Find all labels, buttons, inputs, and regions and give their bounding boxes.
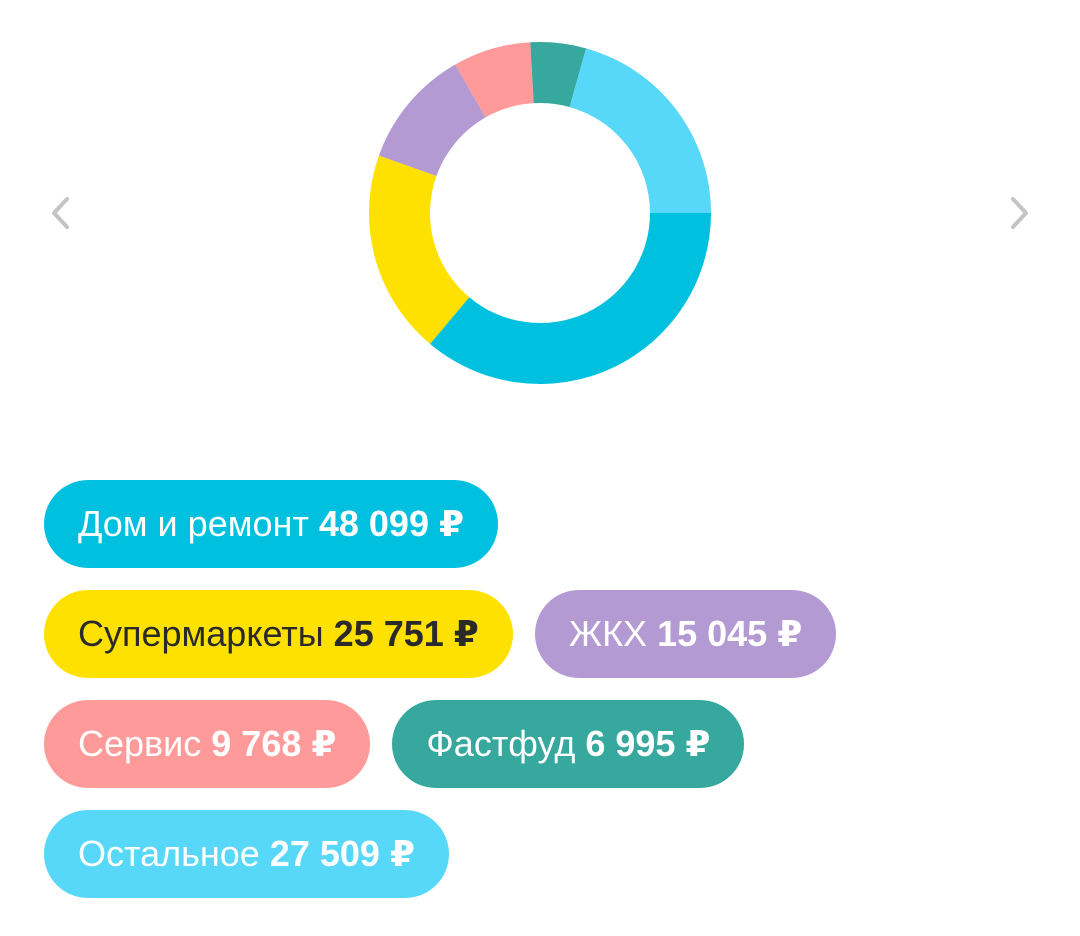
- chip-label: ЖКХ: [568, 613, 648, 654]
- legend-chip-home-repair[interactable]: Дом и ремонт 48 099 ₽: [44, 480, 499, 568]
- slice-home-repair[interactable]: [430, 213, 711, 384]
- chevron-right-icon[interactable]: [1004, 195, 1034, 231]
- slice-fastfood[interactable]: [530, 42, 587, 108]
- chip-amount: 15 045 ₽: [657, 613, 803, 654]
- chip-label: Сервис: [78, 723, 202, 764]
- legend-chip-service[interactable]: Сервис 9 768 ₽: [44, 700, 371, 788]
- legend-row: Дом и ремонт 48 099 ₽: [44, 480, 1044, 568]
- slice-utilities[interactable]: [378, 64, 486, 177]
- legend-chips: Дом и ремонт 48 099 ₽ Супермаркеты 25 75…: [44, 480, 1044, 920]
- slice-other[interactable]: [569, 48, 711, 214]
- chip-amount: 6 995 ₽: [585, 723, 711, 764]
- chevron-left-icon[interactable]: [46, 195, 76, 231]
- legend-chip-other[interactable]: Остальное 27 509 ₽: [44, 810, 449, 898]
- legend-chip-fastfood[interactable]: Фастфуд 6 995 ₽: [392, 700, 745, 788]
- chip-amount: 48 099 ₽: [318, 503, 465, 544]
- chip-label: Остальное: [78, 833, 260, 874]
- chip-amount: 25 751 ₽: [333, 613, 479, 654]
- slice-service[interactable]: [455, 42, 534, 118]
- chip-label: Фастфуд: [426, 723, 576, 764]
- donut-chart: [369, 42, 711, 384]
- legend-row: Остальное 27 509 ₽: [44, 810, 1044, 898]
- chip-label: Супермаркеты: [78, 613, 324, 654]
- chip-label: Дом и ремонт: [78, 503, 309, 544]
- legend-chip-utilities[interactable]: ЖКХ 15 045 ₽: [534, 590, 837, 678]
- chip-amount: 9 768 ₽: [211, 723, 337, 764]
- legend-row: Супермаркеты 25 751 ₽ ЖКХ 15 045 ₽: [44, 590, 1044, 678]
- legend-row: Сервис 9 768 ₽ Фастфуд 6 995 ₽: [44, 700, 1044, 788]
- slice-supermarkets[interactable]: [369, 155, 470, 344]
- chip-amount: 27 509 ₽: [269, 833, 415, 874]
- legend-chip-supermarkets[interactable]: Супермаркеты 25 751 ₽: [44, 590, 513, 678]
